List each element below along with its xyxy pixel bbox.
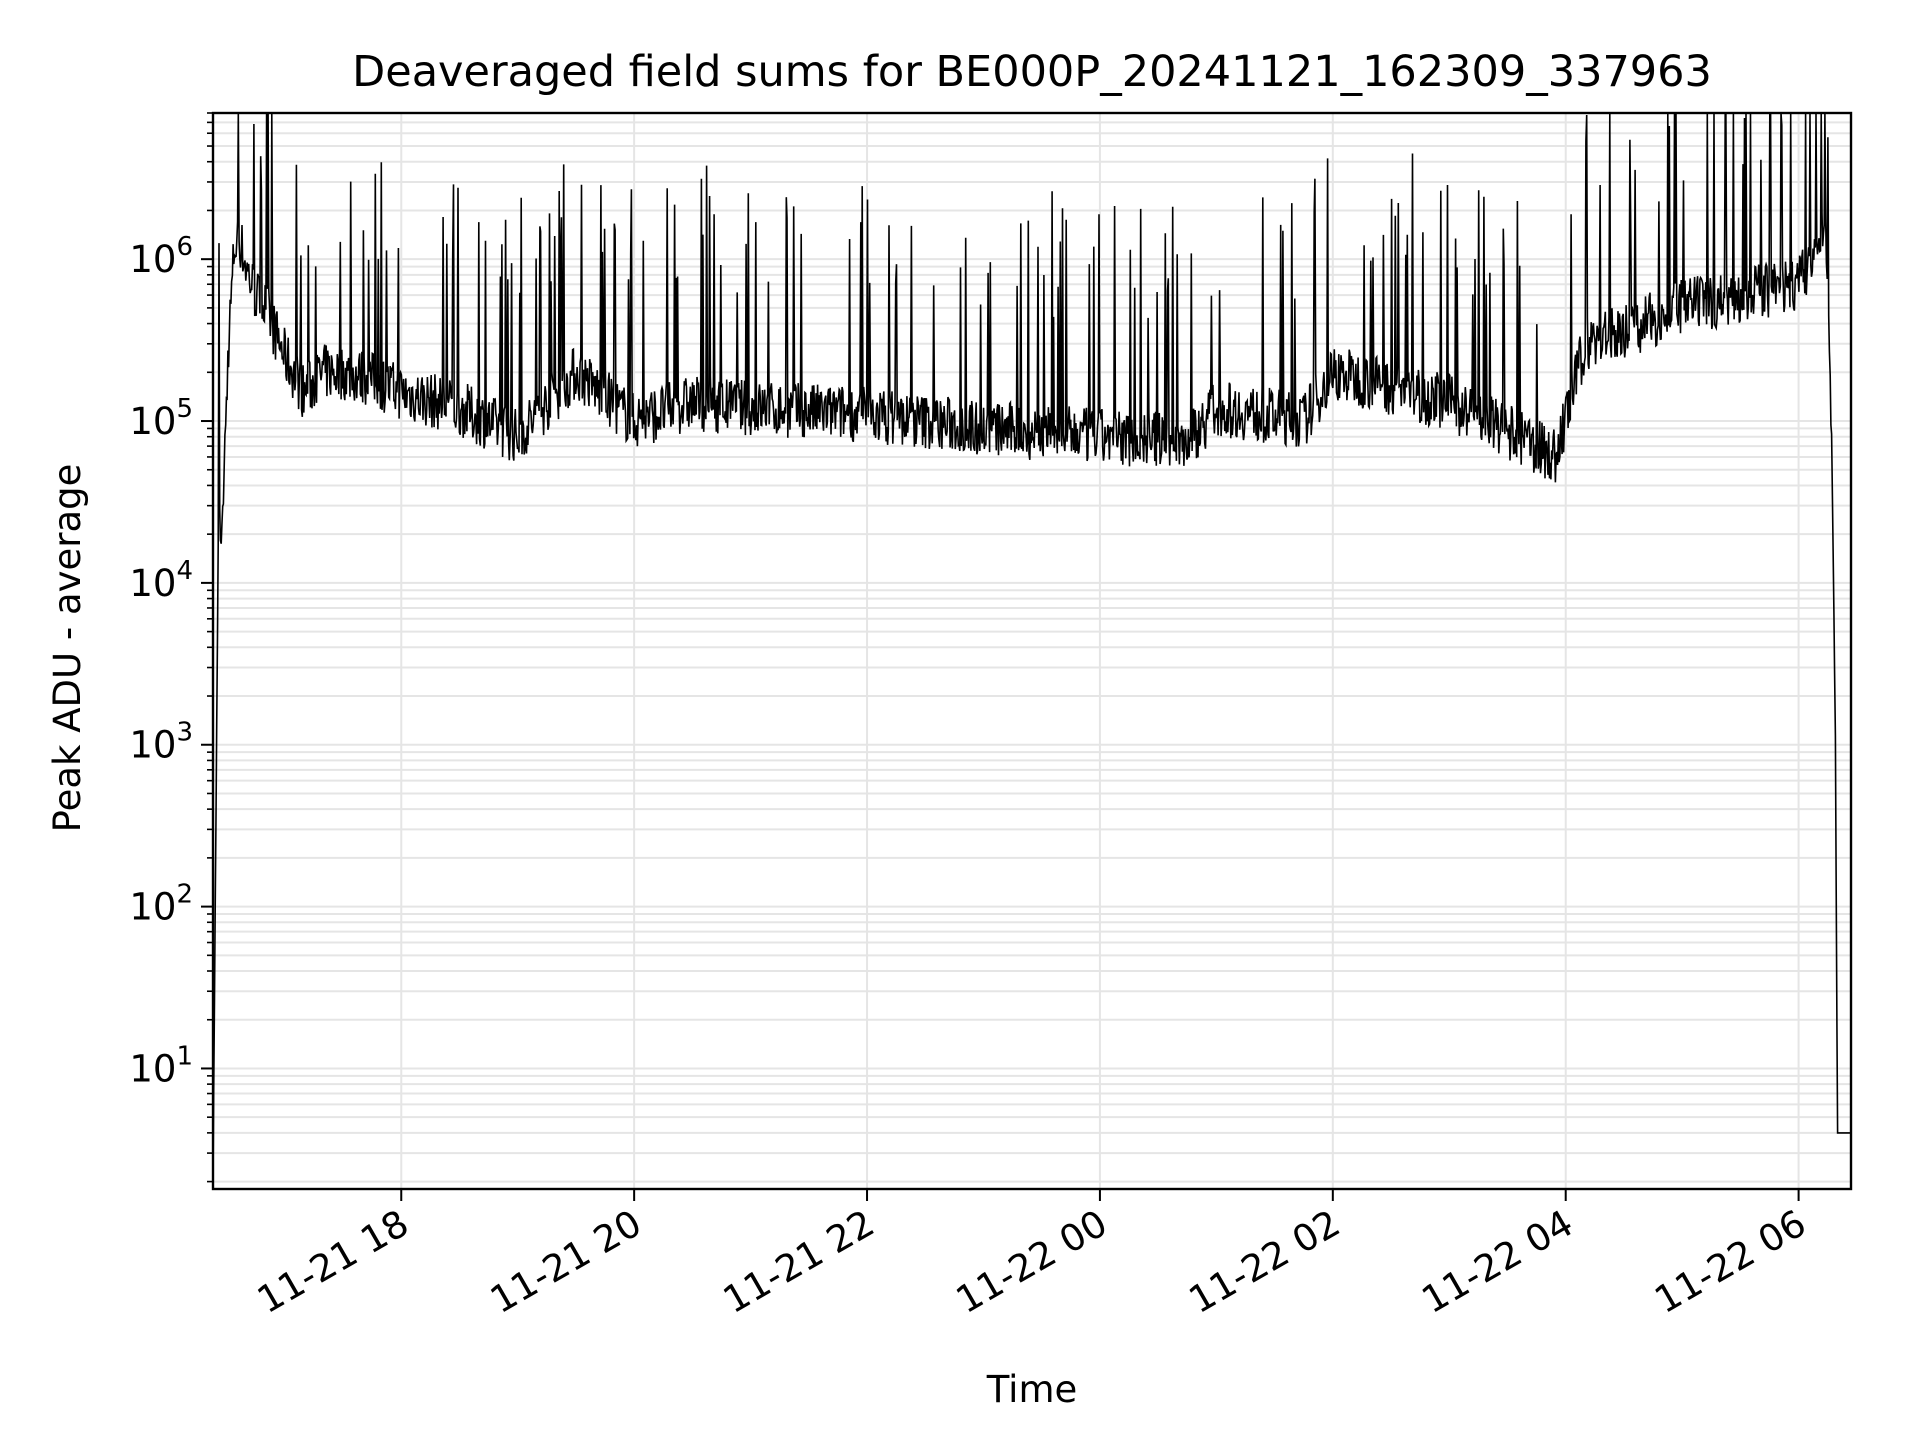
y-tick-exponent: 4: [176, 556, 193, 586]
y-tick-exponent: 3: [176, 718, 193, 748]
y-tick-exponent: 1: [176, 1041, 193, 1071]
y-tick-label: 105: [129, 394, 193, 443]
y-tick-mantissa: 10: [129, 400, 176, 443]
series-line: [212, 112, 1851, 1182]
plot-frame: [211, 111, 1853, 1191]
y-tick-label: 104: [129, 556, 193, 605]
y-tick-exponent: 5: [176, 394, 193, 424]
y-tick-label: 103: [129, 718, 193, 767]
chart-title: Deaveraged field sums for BE000P_2024112…: [352, 47, 1712, 97]
y-tick-mantissa: 10: [129, 238, 176, 281]
y-tick-mantissa: 10: [129, 1047, 176, 1090]
y-tick-label: 101: [129, 1041, 193, 1090]
y-tick-mantissa: 10: [129, 724, 176, 767]
series-layer: [212, 112, 1851, 1182]
y-tick-mantissa: 10: [129, 886, 176, 929]
x-axis-label: Time: [986, 1368, 1078, 1411]
y-tick-label: 106: [129, 232, 193, 281]
y-tick-label: 102: [129, 880, 193, 929]
y-axis-label: Peak ADU - average: [46, 464, 89, 833]
y-tick-exponent: 6: [176, 232, 193, 262]
y-tick-mantissa: 10: [129, 562, 176, 605]
y-tick-exponent: 2: [176, 880, 193, 910]
